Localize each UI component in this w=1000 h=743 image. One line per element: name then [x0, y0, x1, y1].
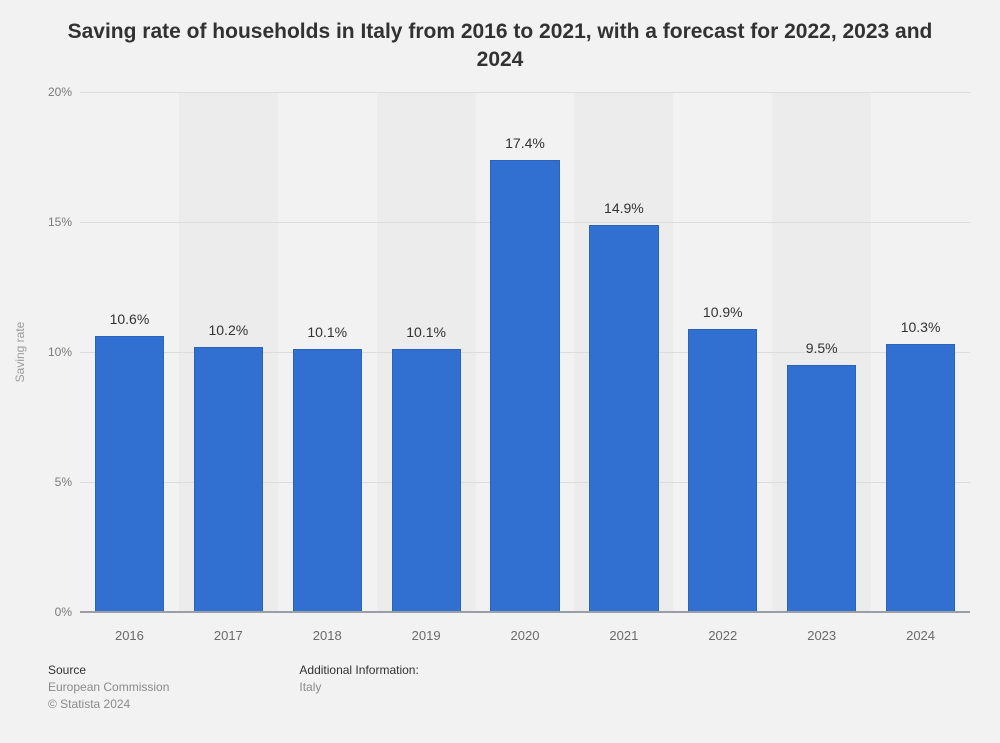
x-tick-label: 2017 — [214, 612, 243, 643]
info-heading: Additional Information: — [299, 663, 418, 677]
chart-footer: Source European Commission © Statista 20… — [48, 663, 419, 713]
bar-value-label: 17.4% — [505, 135, 545, 161]
x-tick-label: 2016 — [115, 612, 144, 643]
x-tick-label: 2023 — [807, 612, 836, 643]
source-heading: Source — [48, 663, 169, 677]
bar-value-label: 10.2% — [208, 322, 248, 348]
bar-value-label: 14.9% — [604, 200, 644, 226]
bar-slot: 14.9%2021 — [574, 92, 673, 612]
bar-value-label: 9.5% — [806, 340, 838, 366]
bar[interactable]: 10.2% — [194, 347, 263, 612]
y-tick-label: 20% — [48, 85, 80, 99]
copyright: © Statista 2024 — [48, 696, 169, 713]
bar[interactable]: 10.1% — [392, 349, 461, 612]
bar-slot: 10.9%2022 — [673, 92, 772, 612]
bar-slot: 10.3%2024 — [871, 92, 970, 612]
bar-value-label: 10.1% — [406, 324, 446, 350]
chart-title: Saving rate of households in Italy from … — [0, 0, 1000, 79]
x-tick-label: 2021 — [609, 612, 638, 643]
info-body: Italy — [299, 679, 418, 696]
x-tick-label: 2024 — [906, 612, 935, 643]
bar-slot: 10.2%2017 — [179, 92, 278, 612]
bar-slot: 10.1%2019 — [377, 92, 476, 612]
bar-value-label: 10.3% — [901, 319, 941, 345]
bar[interactable]: 17.4% — [490, 160, 559, 612]
bar[interactable]: 10.6% — [95, 336, 164, 612]
y-tick-label: 10% — [48, 345, 80, 359]
y-tick-label: 5% — [55, 475, 80, 489]
source-body: European Commission — [48, 679, 169, 696]
bar[interactable]: 9.5% — [787, 365, 856, 612]
additional-info-block: Additional Information: Italy — [299, 663, 418, 713]
x-axis-baseline — [80, 611, 970, 613]
bar-value-label: 10.6% — [110, 311, 150, 337]
bar-slot: 9.5%2023 — [772, 92, 871, 612]
y-tick-label: 15% — [48, 215, 80, 229]
bar[interactable]: 14.9% — [589, 225, 658, 612]
y-axis-label: Saving rate — [13, 322, 27, 383]
bar-slot: 10.6%2016 — [80, 92, 179, 612]
y-tick-label: 0% — [55, 605, 80, 619]
x-tick-label: 2019 — [412, 612, 441, 643]
bar-value-label: 10.9% — [703, 304, 743, 330]
bar-value-label: 10.1% — [307, 324, 347, 350]
x-tick-label: 2018 — [313, 612, 342, 643]
x-tick-label: 2022 — [708, 612, 737, 643]
chart-plot-area: 0%5%10%15%20% 10.6%201610.2%201710.1%201… — [80, 92, 970, 612]
x-tick-label: 2020 — [511, 612, 540, 643]
bar[interactable]: 10.1% — [293, 349, 362, 612]
bar[interactable]: 10.3% — [886, 344, 955, 612]
bar[interactable]: 10.9% — [688, 329, 757, 612]
bar-slot: 17.4%2020 — [476, 92, 575, 612]
bar-slot: 10.1%2018 — [278, 92, 377, 612]
source-block: Source European Commission © Statista 20… — [48, 663, 169, 713]
